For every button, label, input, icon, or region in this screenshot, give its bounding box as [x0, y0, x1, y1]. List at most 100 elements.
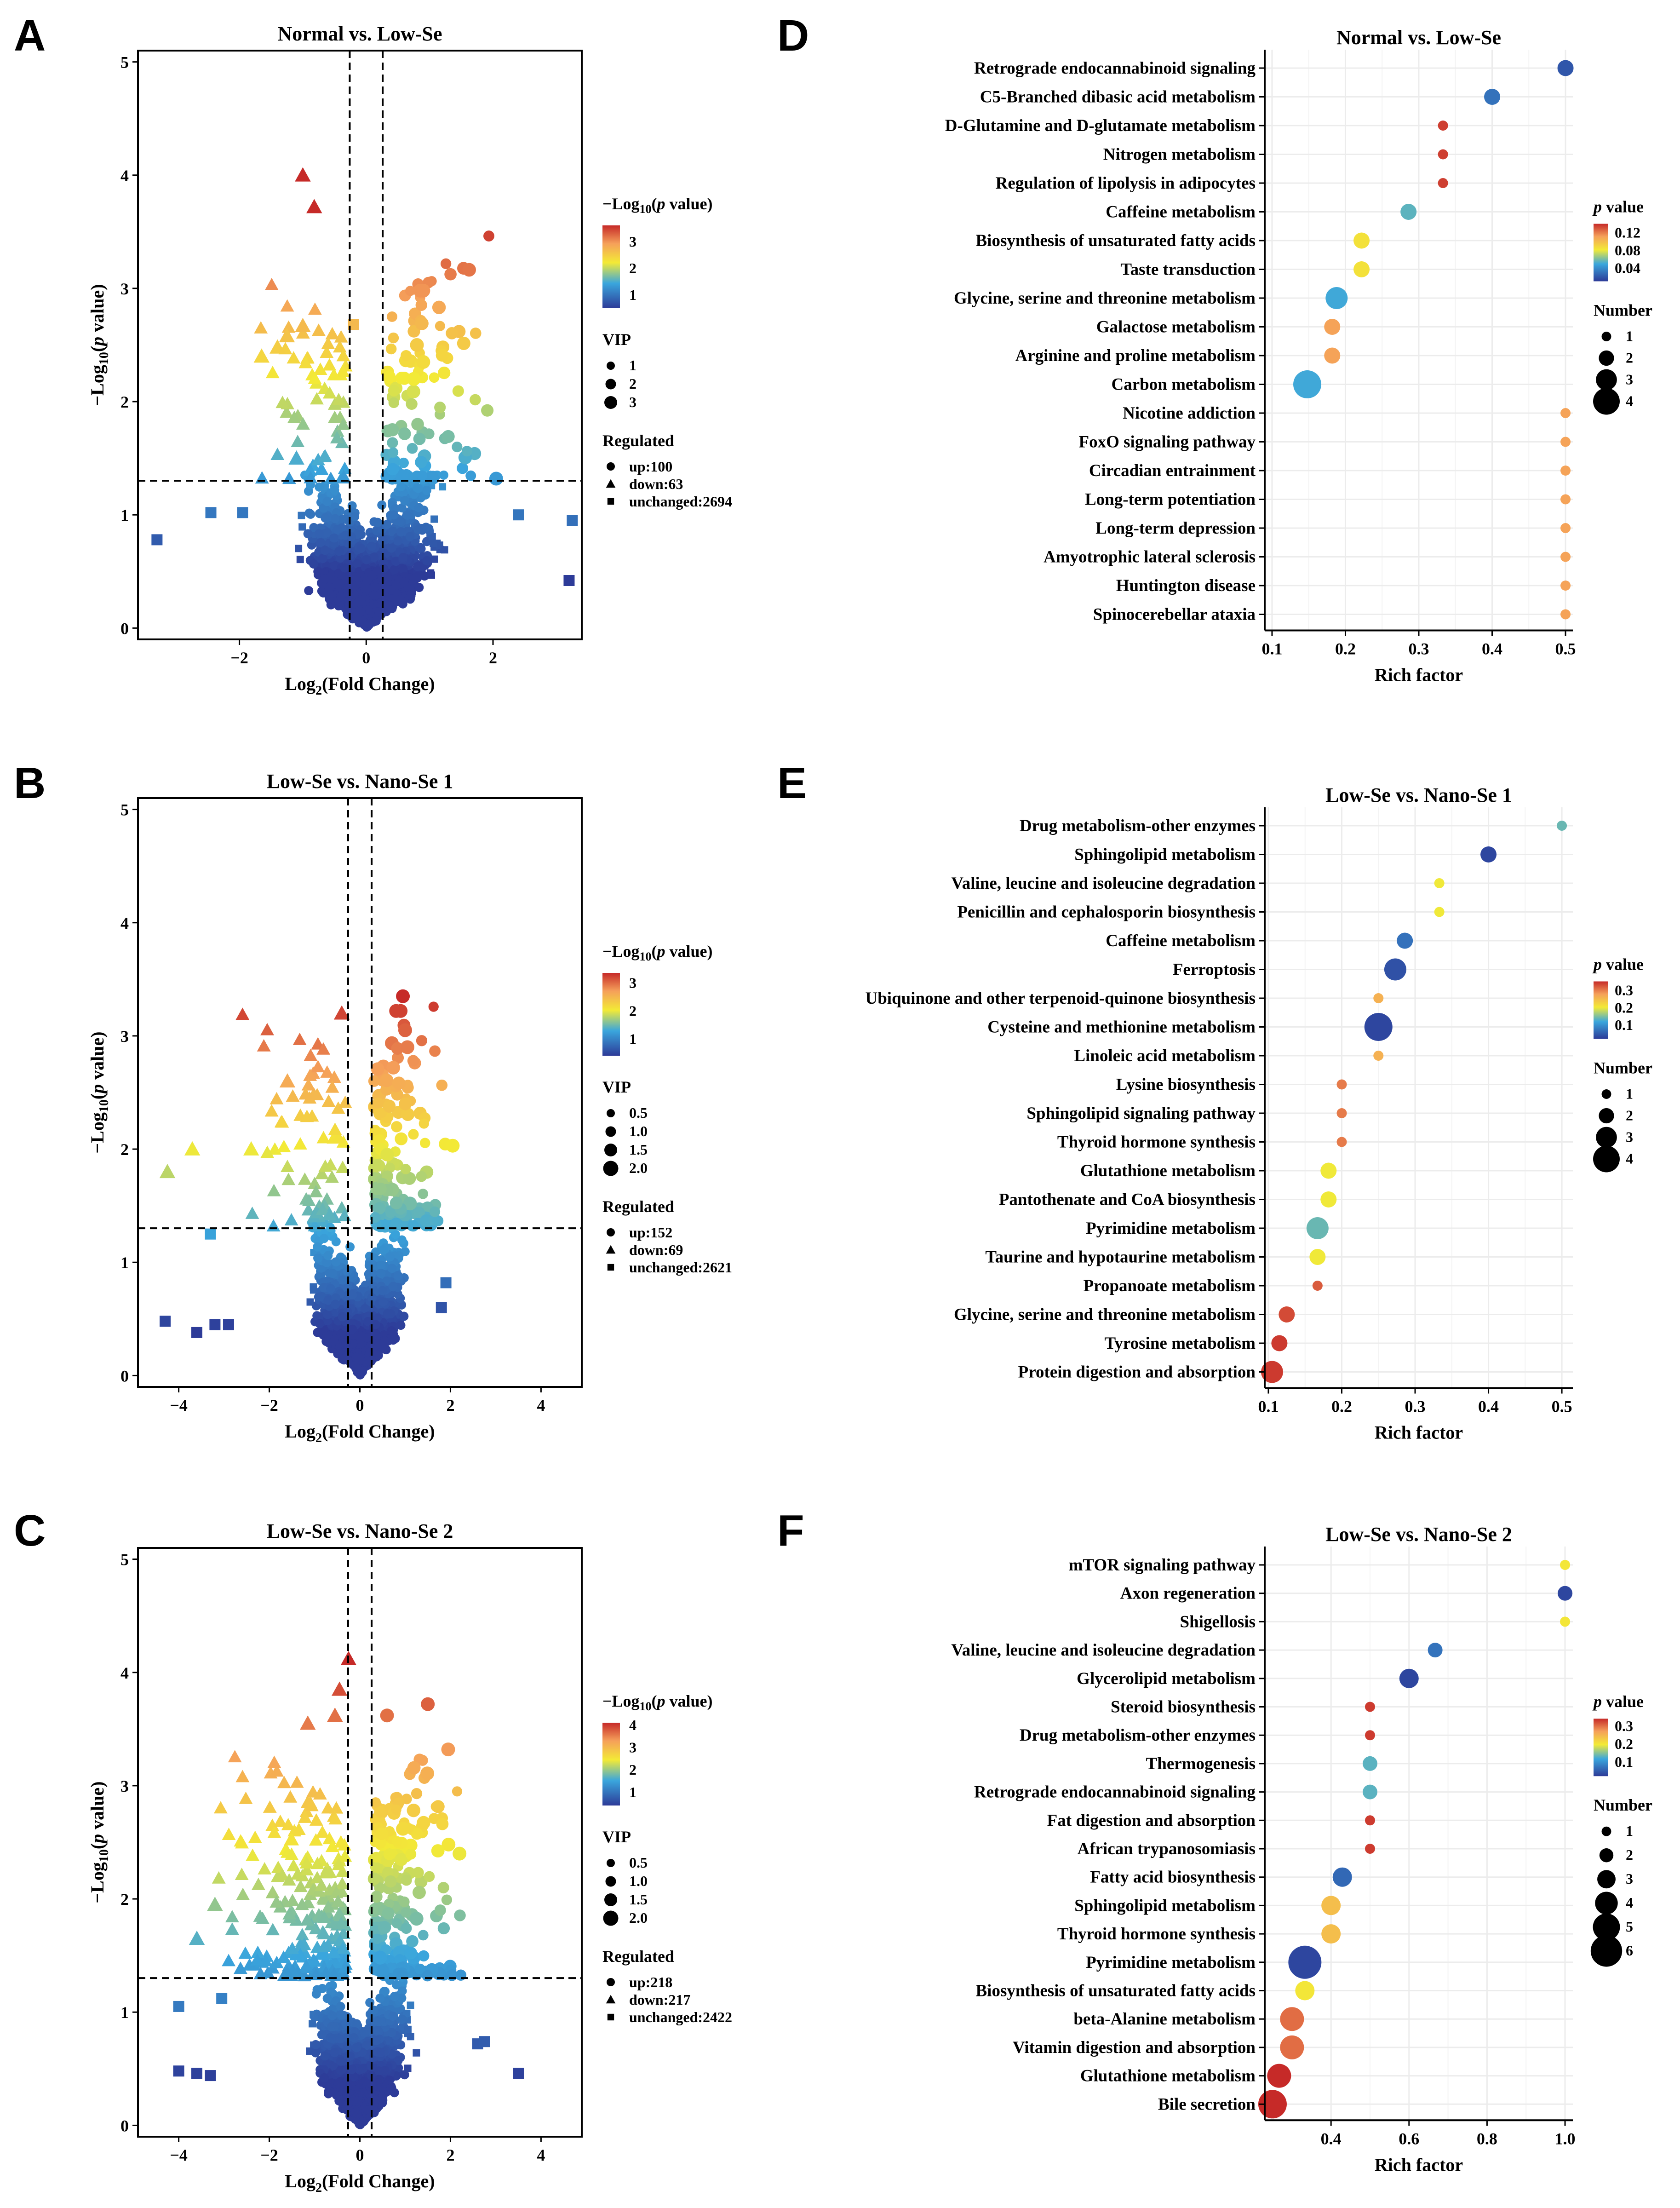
volcano-panel-c: C Low-Se vs. Nano-Se 2−4 −2 0 2 4012345Log2(F… — [14, 1506, 732, 2195]
regulated-legend-marker — [607, 498, 614, 505]
point — [338, 1312, 347, 1322]
point-up — [403, 1196, 417, 1211]
point-down — [336, 1161, 350, 1173]
point — [314, 529, 324, 539]
point — [399, 1311, 409, 1321]
point-down — [334, 330, 348, 343]
point — [321, 513, 330, 523]
regulated-legend-title: Regulated — [602, 431, 674, 450]
point — [390, 1230, 400, 1239]
point — [397, 596, 407, 606]
point-down — [301, 1203, 315, 1216]
point-down — [308, 302, 322, 315]
point — [352, 612, 362, 622]
point — [348, 1324, 357, 1334]
point-up — [401, 1108, 415, 1121]
point-up — [470, 328, 482, 339]
point-up — [446, 327, 458, 339]
point-highlight — [567, 515, 578, 526]
point — [371, 1320, 380, 1329]
point-up — [417, 470, 428, 481]
point-down — [266, 1219, 281, 1232]
y-tick-label: 5 — [120, 53, 129, 72]
point-up — [457, 462, 469, 474]
vip-legend-title: VIP — [602, 330, 631, 349]
point-up — [444, 268, 457, 281]
point — [373, 566, 382, 576]
point — [390, 593, 400, 603]
point — [330, 514, 340, 523]
y-tick-label: 0 — [120, 619, 129, 638]
point-down — [303, 1068, 317, 1081]
point-down — [330, 424, 344, 437]
point-up — [470, 394, 481, 406]
point — [362, 584, 372, 593]
x-tick-label: 0 — [362, 649, 370, 667]
point-down — [325, 1080, 339, 1093]
point-highlight — [205, 507, 217, 518]
point — [393, 1289, 402, 1299]
point-up — [392, 1052, 404, 1064]
point-down — [303, 463, 317, 476]
vip-legend-label: 2 — [629, 375, 636, 392]
chart-title: Low-Se vs. Nano-Se 2 — [267, 1520, 453, 1542]
point-down — [270, 448, 285, 460]
point — [333, 524, 342, 534]
point-up — [388, 332, 399, 344]
volcano-panel-b: B Low-Se vs. Nano-Se 1−4 −2 0 2 4012345Log2(F… — [14, 759, 732, 1445]
point-down — [315, 1202, 330, 1215]
vip-legend-label: 3 — [629, 394, 636, 410]
regulated-legend-label: unchanged:2694 — [629, 493, 732, 510]
point — [427, 569, 435, 577]
point-up — [435, 321, 445, 331]
point — [389, 510, 399, 520]
point-up — [385, 343, 397, 355]
point — [378, 536, 387, 546]
chart-title: Low-Se vs. Nano-Se 1 — [267, 770, 453, 793]
point-up — [374, 1134, 385, 1145]
point-down — [300, 1110, 314, 1122]
point-up — [371, 1062, 384, 1076]
point-highlight — [209, 1319, 221, 1330]
point-down — [298, 356, 313, 368]
point — [363, 1317, 373, 1327]
y-tick-label: 0 — [120, 1367, 129, 1385]
point-highlight — [398, 1023, 412, 1037]
point-highlight — [191, 1327, 203, 1338]
point — [404, 2064, 412, 2072]
point-up — [436, 1079, 448, 1091]
point-down — [321, 337, 335, 349]
point — [333, 1349, 343, 1358]
point-up — [376, 1108, 387, 1118]
color-legend-title: −Log10(p value) — [602, 942, 713, 963]
point-up — [391, 1121, 402, 1133]
point-up — [407, 385, 420, 399]
x-tick-label: 4 — [537, 1396, 545, 1414]
point — [343, 610, 353, 619]
point — [430, 515, 438, 523]
point — [441, 546, 448, 554]
point — [378, 1297, 388, 1307]
panel-letter: B — [14, 759, 46, 808]
point-down — [338, 1095, 352, 1108]
regulated-legend-marker — [607, 1264, 614, 1271]
point-up — [383, 370, 396, 384]
point-down — [331, 1101, 345, 1114]
point-up — [386, 1061, 400, 1075]
point — [361, 555, 371, 564]
point-down — [293, 1137, 307, 1150]
color-bar-tick-label: 2 — [629, 260, 636, 276]
point-up — [403, 1172, 416, 1185]
point-up — [423, 428, 435, 439]
point — [323, 1295, 333, 1305]
point-down — [332, 393, 346, 405]
point — [318, 554, 327, 564]
point-down — [275, 1115, 289, 1128]
point-highlight — [184, 1141, 201, 1156]
point — [363, 605, 373, 615]
point — [398, 564, 408, 574]
point — [414, 503, 424, 512]
point — [316, 1292, 326, 1302]
vip-legend-marker — [603, 1161, 619, 1176]
